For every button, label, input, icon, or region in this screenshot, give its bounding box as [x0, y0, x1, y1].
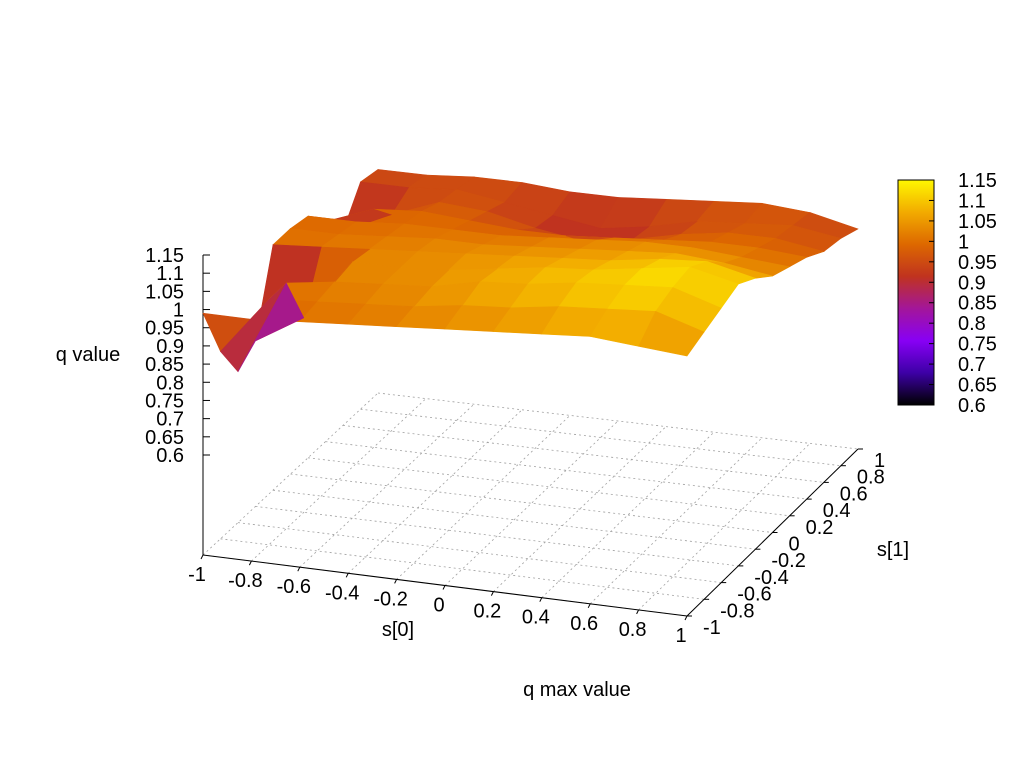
- grid-line-s1: [342, 425, 824, 483]
- x-axis-label: s[0]: [382, 619, 414, 641]
- base-grid: [202, 392, 859, 617]
- colorbar-tick-label: 0.7: [958, 354, 986, 376]
- grid-line-s0: [589, 437, 763, 605]
- colorbar-tick-label: 0.8: [958, 313, 986, 335]
- colorbar-tick-label: 0.75: [958, 334, 997, 356]
- x-tick-label: -0.2: [373, 588, 407, 610]
- grid-line-s1: [237, 522, 722, 583]
- chart-title: q max value: [523, 679, 631, 701]
- x-tick-mark: [636, 609, 640, 615]
- grid-line-s1: [360, 408, 841, 467]
- surface-patch: [638, 311, 705, 357]
- x-tick-label: -0.6: [277, 576, 311, 598]
- x-tick-label: 0: [433, 595, 444, 617]
- z-tick-label: 1.15: [145, 245, 184, 267]
- grid-line-s0: [251, 398, 427, 562]
- colorbar-tick-label: 0.65: [958, 375, 997, 397]
- colorbar-tick-label: 1: [958, 231, 969, 253]
- y-tick-label: -0.2: [771, 550, 805, 572]
- x-tick-mark: [200, 554, 204, 560]
- x-tick-mark: [684, 615, 688, 621]
- z-tick-label: 1: [173, 300, 184, 322]
- grid-line-s0: [541, 431, 715, 598]
- colorbar-tick-label: 1.1: [958, 190, 986, 212]
- y-tick-label: -0.6: [737, 584, 771, 606]
- x-tick-mark: [297, 566, 301, 572]
- grid-line-s1: [377, 392, 859, 450]
- x-tick-mark: [345, 573, 349, 578]
- colorbar-tick-label: 0.85: [958, 293, 997, 315]
- y-tick-label: 0.8: [857, 467, 885, 489]
- y-tick-label: 0.4: [823, 500, 851, 522]
- x-tick-label: 0.2: [473, 601, 501, 623]
- z-tick-label: 0.8: [156, 372, 184, 394]
- z-tick-label: 0.75: [145, 390, 184, 412]
- x-tick-mark: [490, 591, 494, 596]
- z-tick-label: 0.65: [145, 427, 184, 449]
- y-tick-label: 1: [874, 450, 885, 472]
- z-tick-label: 0.9: [156, 336, 184, 358]
- x-tick-mark: [539, 597, 543, 602]
- x-tick-label: -1: [188, 564, 206, 586]
- colorbar-tick-label: 1.15: [958, 170, 997, 192]
- colorbar-tick-label: 1.05: [958, 211, 997, 233]
- grid-line-s0: [299, 403, 475, 568]
- x-tick-mark: [442, 585, 446, 590]
- z-tick-label: 0.95: [145, 318, 184, 340]
- colorbar-scale: [897, 179, 935, 406]
- y-tick-label: -0.4: [754, 567, 788, 589]
- labels: q max value s[0] s[1] q value: [56, 344, 909, 701]
- z-axis-label: q value: [56, 344, 121, 366]
- x-tick-mark: [587, 603, 591, 609]
- x-tick-label: 1: [675, 625, 686, 647]
- z-tick-label: 0.7: [156, 409, 184, 431]
- grid-line-s0: [444, 420, 619, 586]
- colorbar-tick-label: 0.95: [958, 252, 997, 274]
- colorbar-tick-label: 0.9: [958, 272, 986, 294]
- x-tick-label: -0.4: [325, 582, 359, 604]
- z-tick-label: 1.1: [156, 263, 184, 285]
- grid-line-s1: [290, 473, 773, 533]
- grid-line-s1: [255, 506, 739, 567]
- z-tick-label: 0.85: [145, 354, 184, 376]
- y-axis-label: s[1]: [877, 539, 909, 561]
- surface-patch: [237, 282, 305, 372]
- grid-line-s1: [272, 489, 756, 550]
- x-tick-label: -0.8: [228, 570, 262, 592]
- x-tick-mark: [394, 579, 398, 584]
- axes: -1 -0.8 -0.6 -0.4 -0.2 0 0.2 0.4 0.6 0.8 1 -1-0.8-0…: [145, 245, 885, 647]
- y-tick-label: -0.8: [720, 600, 754, 622]
- y-tick-label: 0: [789, 534, 800, 556]
- grid-line-s1: [307, 457, 790, 517]
- grid-line-s1: [220, 538, 705, 600]
- y-tick-label: 0.6: [840, 483, 868, 505]
- surface: [202, 169, 859, 373]
- grid-line-s1: [325, 441, 807, 500]
- y-tick-label: 0.2: [806, 517, 834, 539]
- x-tick-label: 0.4: [522, 607, 550, 629]
- colorbar-tick-label: 0.6: [958, 395, 986, 417]
- y-tick-label: -1: [703, 617, 721, 639]
- x-tick-label: 0.6: [570, 613, 598, 635]
- z-tick-label: 0.6: [156, 445, 184, 467]
- x-tick-label: 0.8: [619, 619, 647, 641]
- z-tick-label: 1.05: [145, 281, 184, 303]
- x-tick-mark: [248, 560, 252, 566]
- grid-line-s0: [396, 415, 571, 580]
